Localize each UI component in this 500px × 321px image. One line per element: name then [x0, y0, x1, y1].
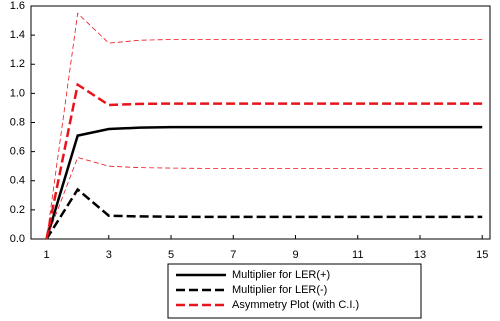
series-line: [45, 82, 483, 240]
series-line: [45, 125, 483, 240]
x-tick-label: 15: [476, 249, 488, 261]
x-tick-label: 11: [352, 249, 363, 261]
y-tick-label: 1.6: [10, 0, 25, 12]
x-tick-label: 9: [292, 249, 298, 261]
series-line: [46, 156, 483, 240]
series-line: [46, 12, 483, 240]
y-tick-label: 0.0: [10, 233, 25, 245]
y-tick-label: 0.8: [10, 116, 25, 128]
legend-label: Multiplier for LER(+): [232, 269, 330, 281]
legend-label: Multiplier for LER(-): [232, 284, 327, 296]
y-tick-label: 1.2: [10, 58, 25, 70]
x-tick-label: 3: [106, 249, 112, 261]
x-tick-label: 13: [414, 249, 426, 261]
y-tick-label: 0.2: [10, 204, 25, 216]
series-line: [45, 187, 483, 240]
y-tick-label: 1.4: [10, 29, 25, 41]
plot-frame: [30, 5, 491, 240]
y-tick-label: 0.4: [10, 175, 25, 187]
y-tick-label: 0.6: [10, 146, 25, 158]
legend-label: Asymmetry Plot (with C.I.): [232, 299, 359, 311]
x-tick-label: 1: [43, 249, 49, 261]
x-tick-label: 7: [230, 249, 236, 261]
x-tick-label: 5: [168, 249, 174, 261]
y-tick-label: 1.0: [10, 87, 25, 99]
